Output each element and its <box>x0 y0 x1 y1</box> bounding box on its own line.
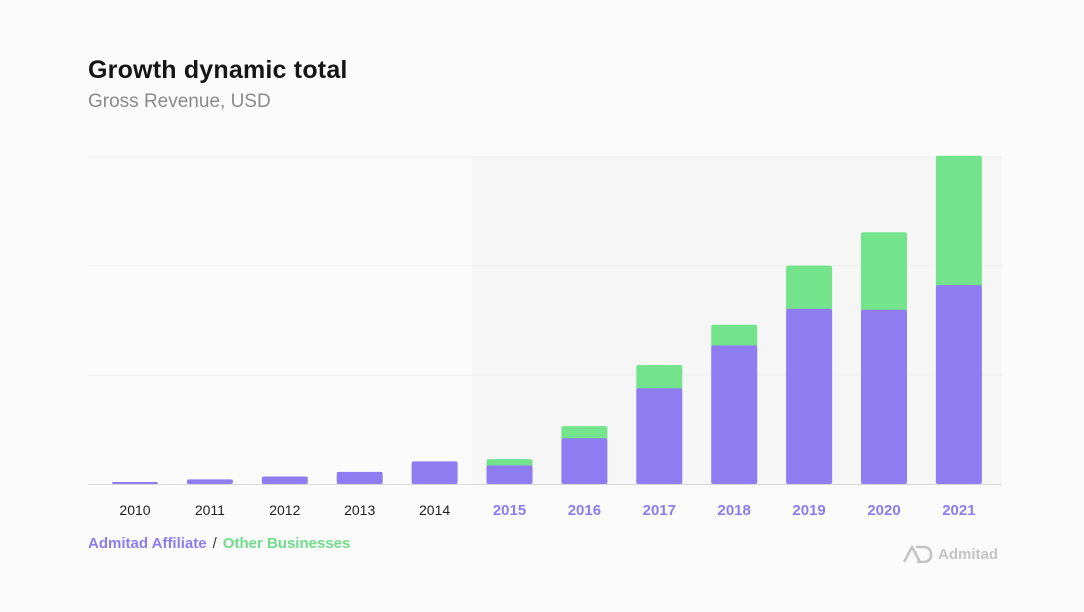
x-tick-label-2011: 2011 <box>195 502 225 518</box>
bar-affiliate-2020 <box>861 309 907 484</box>
bar-affiliate-2012 <box>261 476 308 484</box>
bar-other-2016 <box>561 426 608 441</box>
bar-affiliate-2010 <box>112 482 158 484</box>
bar-affiliate-2016 <box>561 438 608 484</box>
bar-other-2019 <box>786 265 833 311</box>
bar-other-2015 <box>486 459 533 468</box>
bar-affiliate-2013 <box>336 471 383 484</box>
x-tick-label-2020: 2020 <box>867 502 900 519</box>
bar-affiliate-2018 <box>711 345 758 484</box>
legend-item-other: Other Businesses <box>222 535 351 552</box>
admitad-logo-icon <box>903 545 933 563</box>
bar-affiliate-2019 <box>786 308 833 484</box>
bar-other-2018 <box>711 324 758 348</box>
legend-item-affiliate: Admitad Affiliate <box>88 535 207 552</box>
x-tick-label-2021: 2021 <box>942 502 975 519</box>
bar-other-2021 <box>935 155 982 288</box>
legend: Admitad Affiliate / Other Businesses <box>88 535 350 552</box>
x-tick-label-2016: 2016 <box>568 502 601 519</box>
brand-name: Admitad <box>938 545 998 563</box>
bar-affiliate-2015 <box>486 465 533 484</box>
bar-affiliate-2021 <box>935 285 982 484</box>
chart-title: Growth dynamic total <box>88 56 348 84</box>
bar-affiliate-2014 <box>411 461 458 484</box>
bar-other-2020 <box>861 232 907 312</box>
x-tick-label-2012: 2012 <box>269 502 300 518</box>
x-tick-label-2015: 2015 <box>493 502 526 519</box>
bar-affiliate-2017 <box>636 388 683 484</box>
x-tick-label-2013: 2013 <box>344 502 375 518</box>
chart-subtitle: Gross Revenue, USD <box>88 91 271 112</box>
legend-separator: / <box>212 535 217 552</box>
brand-logo: Admitad <box>903 545 998 563</box>
x-tick-label-2014: 2014 <box>419 502 450 518</box>
x-tick-label-2019: 2019 <box>792 502 825 519</box>
x-tick-label-2017: 2017 <box>643 502 676 519</box>
x-tick-label-2018: 2018 <box>718 502 751 519</box>
bar-affiliate-2011 <box>186 479 233 484</box>
x-tick-label-2010: 2010 <box>119 502 150 518</box>
bar-other-2017 <box>636 364 683 391</box>
